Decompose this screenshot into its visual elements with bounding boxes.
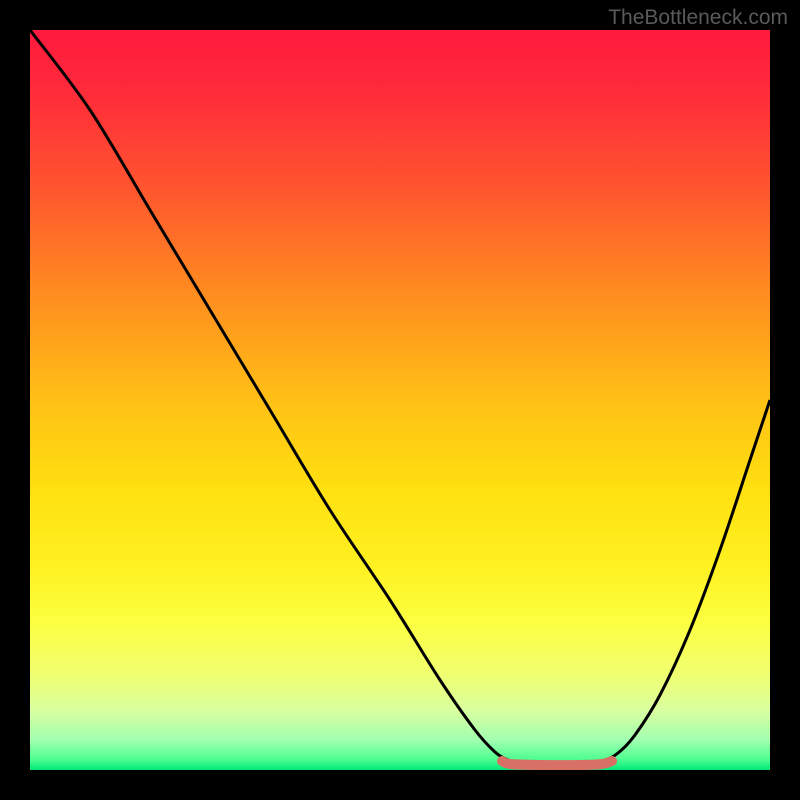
watermark-text: TheBottleneck.com xyxy=(608,6,788,30)
bottleneck-curve xyxy=(30,30,770,764)
curve-layer xyxy=(30,30,770,770)
flat-highlight-segment xyxy=(502,761,612,765)
plot-area xyxy=(30,30,770,770)
